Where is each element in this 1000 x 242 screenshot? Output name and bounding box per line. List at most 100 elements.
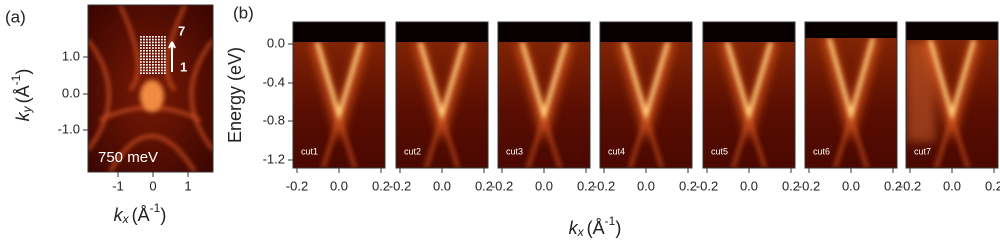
x-tick-label: 0.0 [740,178,758,193]
top-cutoff [805,22,897,38]
y-tick-label: -0.4 [263,74,285,89]
band [315,41,363,124]
cut-marker [164,50,166,52]
band [622,41,670,124]
axis-close: ) [160,205,166,225]
cut-marker [146,61,148,63]
lower-band [424,117,460,168]
cut-marker [164,58,166,60]
cut-marker [143,72,145,74]
cut-image [805,22,897,168]
axis-close: ) [13,69,33,75]
cut-marker [149,50,151,52]
cut-marker [155,36,157,38]
cut-marker [155,69,157,72]
cut-marker [158,64,160,66]
cut-marker [143,44,145,46]
cut-marker [155,61,157,63]
x-tick-label: -1 [112,178,124,193]
axis-close: ) [615,218,621,238]
y-tick-label: -1.2 [263,151,285,166]
cut-marker [149,47,151,49]
lower-band [628,117,664,168]
cut-marker [152,44,154,46]
cut-marker [158,52,160,55]
cut-marker [143,52,145,55]
cut-marker [143,58,145,60]
cut-marker [143,61,145,63]
cut-marker [161,36,163,38]
background [600,22,692,168]
cut-marker [164,47,166,49]
x-tick-label: -0.2 [696,178,718,193]
cut-panel: cut1 -0.2 0.0 0.2 [286,21,390,193]
axis-exp: -1 [150,201,161,215]
cut-marker [161,55,163,58]
cut-panel: cut5 -0.2 0.0 0.2 [696,21,800,193]
x-tick-label: 0.0 [943,178,961,193]
panel-label: (b) [233,3,254,22]
cut-marker [152,38,154,41]
cut-marker [158,44,160,46]
lower-band [526,117,562,168]
x-tick-label: 0.0 [433,178,451,193]
cut-marker [155,47,157,49]
cut-marker [140,52,142,55]
background [498,22,590,168]
top-cutoff [396,22,488,42]
cut-marker [149,58,151,60]
cut-marker [140,61,142,63]
cut-marker [140,36,142,38]
cut-marker [149,41,151,44]
lower-band [833,117,869,168]
cut-marker [143,50,145,52]
band-glow [413,40,471,143]
cut-marker [155,52,157,55]
panel-label: (a) [5,7,26,26]
cut-marker [146,69,148,72]
cut-marker [155,41,157,44]
arrow-label: 1 [180,59,187,74]
cut-marker [161,61,163,63]
cut-marker [149,72,151,74]
cut-marker [158,36,160,38]
x-tick-label: -0.2 [798,178,820,193]
cut-marker [146,64,148,66]
cut-marker [161,66,163,69]
cut-marker [164,66,166,69]
cut-marker [149,52,151,55]
lower-band [321,117,357,168]
cut-marker [164,64,166,66]
arrow-label: 7 [178,23,185,38]
cut-marker [155,38,157,41]
axis-unit: (Å [587,218,605,238]
x-tick-label: 0.2 [475,178,493,193]
band [827,37,875,124]
top-cutoff [600,22,692,42]
y-tick-label: 0.0 [62,85,80,100]
cut-marker [146,38,148,41]
band [928,39,976,124]
cut-marker [158,47,160,49]
cut-marker [146,41,148,44]
cut-marker [161,72,163,74]
axis-sub: x [577,225,585,239]
cut-marker [164,38,166,41]
cut-label: cut6 [813,146,830,156]
top-cutoff [906,22,998,40]
y-tick-label: -0.8 [263,112,285,127]
cut-image [703,22,795,168]
x-tick-label: 0.2 [884,178,902,193]
cut-marker [155,55,157,58]
cut-marker [143,41,145,44]
x-axis-label: kx (Å-1) [569,214,622,239]
fermi-map [88,5,213,172]
cut-marker [161,52,163,55]
cut-marker [140,50,142,52]
band-glow [310,40,368,143]
cut-marker [164,69,166,72]
cut-marker [152,64,154,66]
cut-marker [149,55,151,58]
cut-marker [149,64,151,66]
axis-unit: (Å [13,85,33,103]
